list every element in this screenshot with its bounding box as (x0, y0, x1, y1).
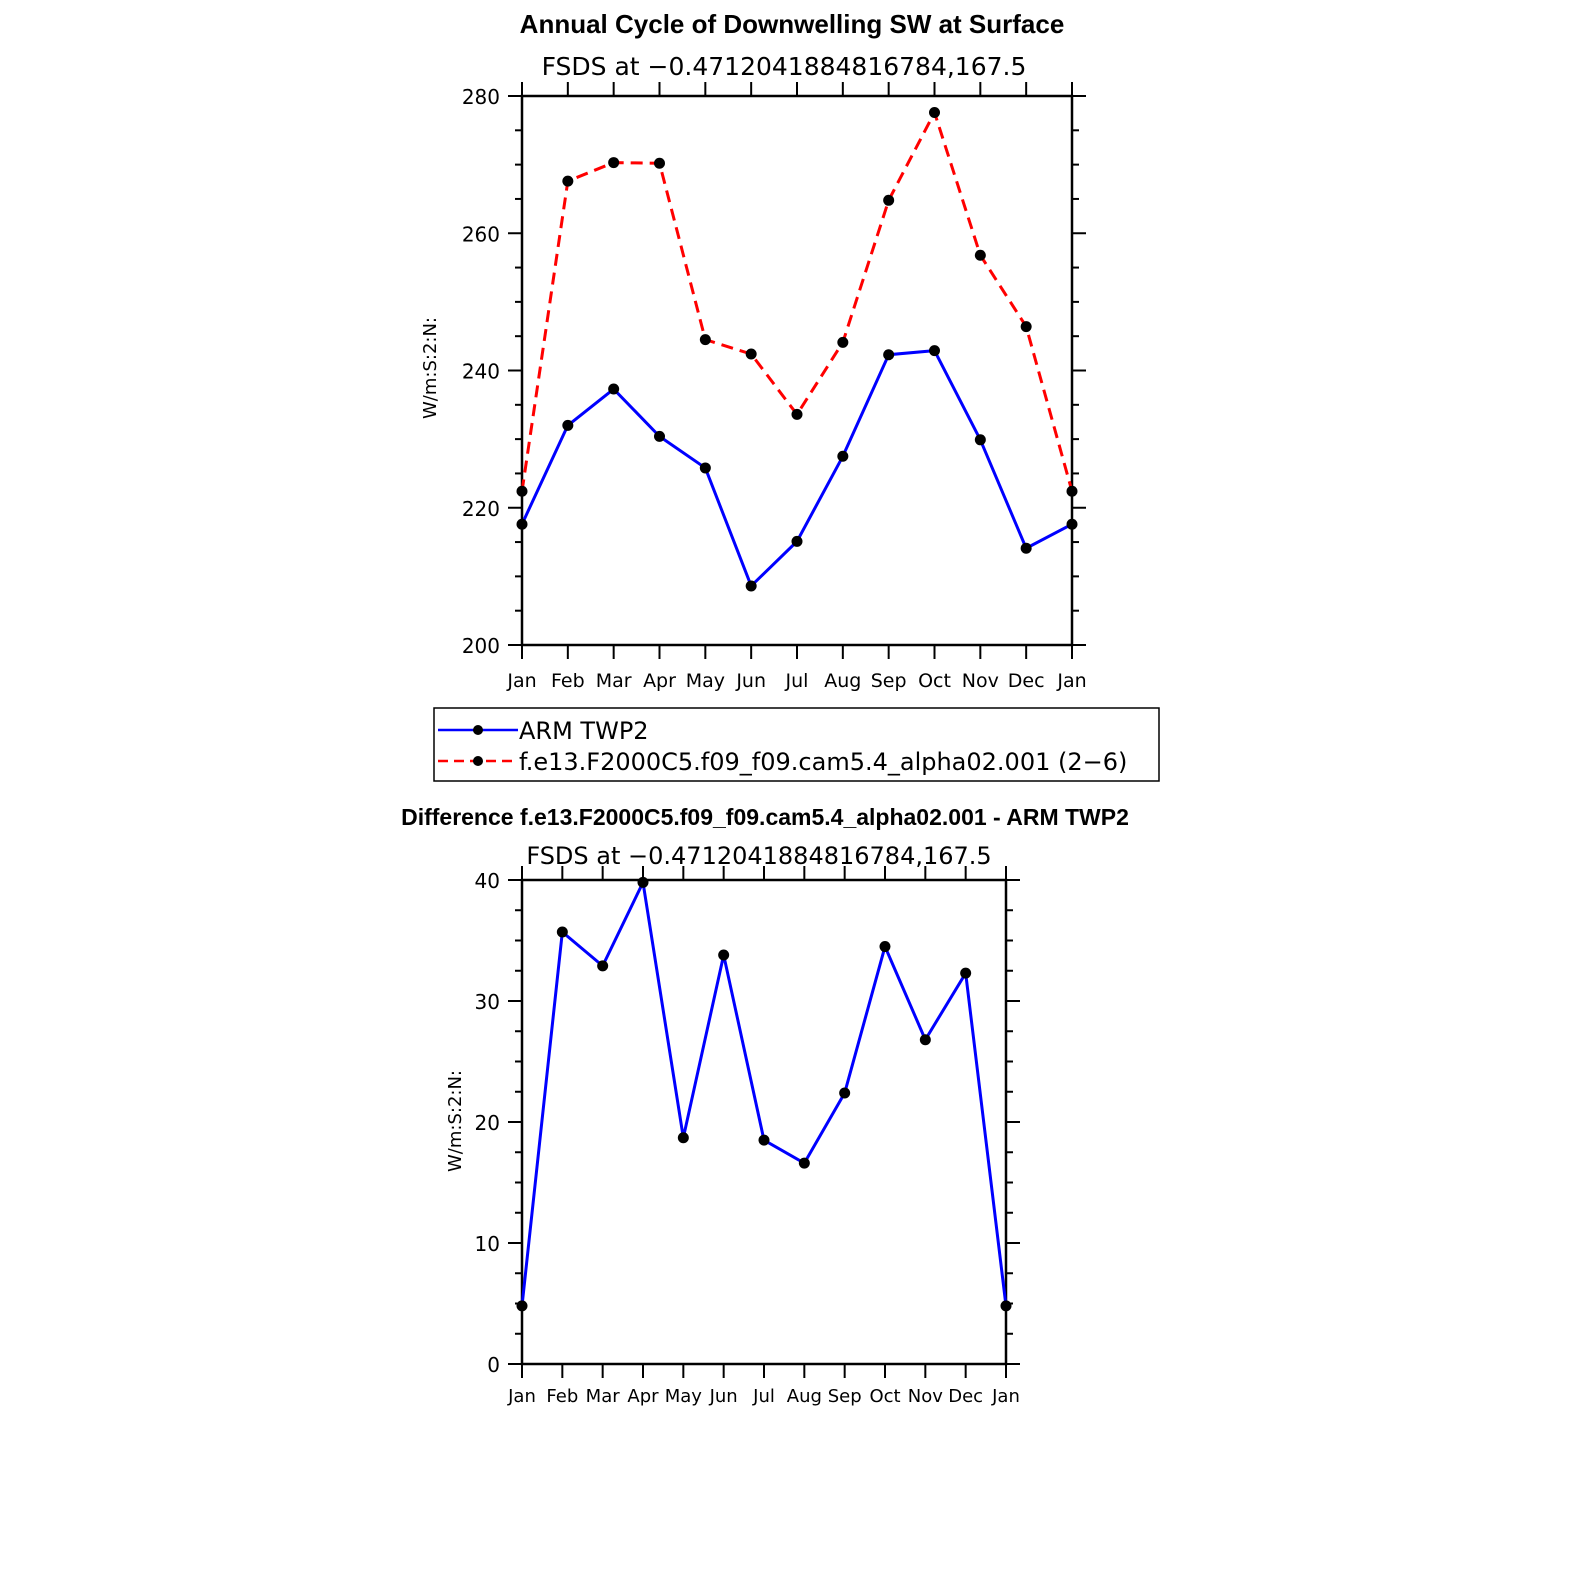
data-point (791, 535, 803, 547)
x-tick-label: Mar (586, 1386, 621, 1407)
data-point (1020, 542, 1032, 554)
x-tick-label: Dec (948, 1386, 983, 1407)
data-point (654, 430, 665, 442)
x-tick-label: Jul (752, 1386, 775, 1407)
y-tick-label: 240 (462, 360, 500, 384)
data-point (960, 967, 972, 979)
y-tick-label: 30 (475, 990, 500, 1014)
data-point (839, 1087, 851, 1099)
legend-box (433, 707, 1160, 782)
chart-subtitle: FSDS at −0.4712041884816784,167.5 (526, 842, 991, 870)
data-point (883, 194, 895, 206)
x-tick-label: Oct (869, 1386, 900, 1407)
x-tick-label: Sep (871, 670, 907, 692)
data-point (1066, 518, 1078, 530)
data-point (974, 434, 986, 446)
x-tick-label: Jan (991, 1386, 1020, 1407)
data-point (608, 157, 620, 169)
data-point (562, 419, 574, 431)
data-point (791, 408, 803, 420)
legend-marker-model (473, 756, 483, 766)
x-tick-label: May (686, 670, 725, 692)
x-tick-label: Apr (627, 1386, 659, 1407)
data-point (837, 450, 849, 462)
data-point (718, 949, 730, 961)
data-point (516, 485, 528, 497)
data-point (699, 334, 711, 346)
data-point (879, 941, 891, 953)
data-point (562, 175, 574, 187)
data-point (883, 349, 895, 361)
y-tick-label: 280 (462, 85, 500, 109)
y-tick-label: 20 (475, 1111, 500, 1135)
plot-frame (520, 94, 1074, 647)
legend-label-arm: ARM TWP2 (519, 717, 649, 745)
y-tick-label: 0 (487, 1353, 500, 1377)
series-line-2 (520, 110, 1074, 492)
data-point (677, 1132, 689, 1144)
annual-cycle-chart: Annual Cycle of Downwelling SW at Surfac… (420, 9, 1160, 782)
x-tick-label: Mar (596, 670, 632, 692)
x-tick-label: Jun (735, 670, 766, 692)
data-point (654, 157, 665, 169)
legend: ARM TWP2 f.e13.F2000C5.f09_f09.cam5.4_al… (433, 707, 1160, 782)
data-point (974, 249, 986, 261)
x-tick-label: May (665, 1386, 703, 1407)
x-tick-label: Jun (709, 1386, 738, 1407)
series-line-1 (520, 349, 1073, 588)
y-tick-label: 40 (475, 869, 500, 893)
data-point (516, 518, 528, 530)
x-tick-label: Jan (506, 670, 536, 692)
x-tick-label: Aug (787, 1386, 822, 1407)
x-tick-label: Dec (1008, 670, 1045, 692)
data-point (556, 926, 568, 938)
x-tick-label: Jul (785, 670, 809, 692)
plot-frame (520, 878, 1008, 1366)
axes: 200 220 240 260 280 Jan Feb Mar Apr May Jun Jul Aug S… (462, 82, 1087, 692)
x-tick-label: Feb (546, 1386, 578, 1407)
data-point (516, 1300, 528, 1312)
data-point (637, 876, 649, 888)
x-tick-label: Nov (908, 1386, 943, 1407)
x-tick-label: Jan (1056, 670, 1086, 692)
y-tick-label: 200 (462, 634, 500, 658)
data-point (758, 1134, 770, 1146)
data-point (745, 580, 757, 592)
x-tick-label: Apr (643, 670, 676, 692)
x-tick-label: Oct (918, 670, 951, 692)
x-tick-label: Feb (551, 670, 585, 692)
chart-title: Annual Cycle of Downwelling SW at Surfac… (520, 9, 1065, 39)
data-point (608, 383, 620, 395)
axes: 0 10 20 30 40 Jan Feb Mar Apr May Jun Jul Aug Sep Oct N… (475, 866, 1020, 1407)
x-tick-label: Aug (824, 670, 861, 692)
y-tick-label: 10 (475, 1232, 500, 1256)
y-tick-label: 260 (462, 222, 500, 246)
y-axis-label: W/m:S:2:N: (420, 317, 441, 419)
chart-subtitle: FSDS at −0.4712041884816784,167.5 (542, 52, 1027, 81)
data-point (1020, 321, 1032, 333)
chart-title: Difference f.e13.F2000C5.f09_f09.cam5.4_… (401, 804, 1129, 830)
x-tick-label: Jan (507, 1386, 536, 1407)
legend-marker-arm (473, 725, 483, 735)
data-point (929, 345, 940, 357)
data-point (798, 1157, 810, 1169)
data-point (1066, 485, 1078, 497)
x-tick-label: Nov (962, 670, 999, 692)
data-point (699, 462, 711, 474)
plot-area (516, 106, 1078, 592)
series-line-1 (520, 880, 1008, 1307)
data-point (919, 1034, 931, 1046)
legend-label-model: f.e13.F2000C5.f09_f09.cam5.4_alpha02.001… (519, 748, 1127, 776)
x-tick-label: Sep (828, 1386, 862, 1407)
y-tick-label: 220 (462, 497, 500, 521)
data-point (929, 106, 940, 118)
y-axis-label: W/m:S:2:N: (445, 1070, 466, 1172)
difference-chart: Difference f.e13.F2000C5.f09_f09.cam5.4_… (401, 804, 1129, 1407)
data-point (745, 348, 757, 360)
data-point (1000, 1300, 1012, 1312)
data-point (597, 960, 609, 972)
plot-area (516, 876, 1012, 1312)
data-point (837, 336, 849, 348)
